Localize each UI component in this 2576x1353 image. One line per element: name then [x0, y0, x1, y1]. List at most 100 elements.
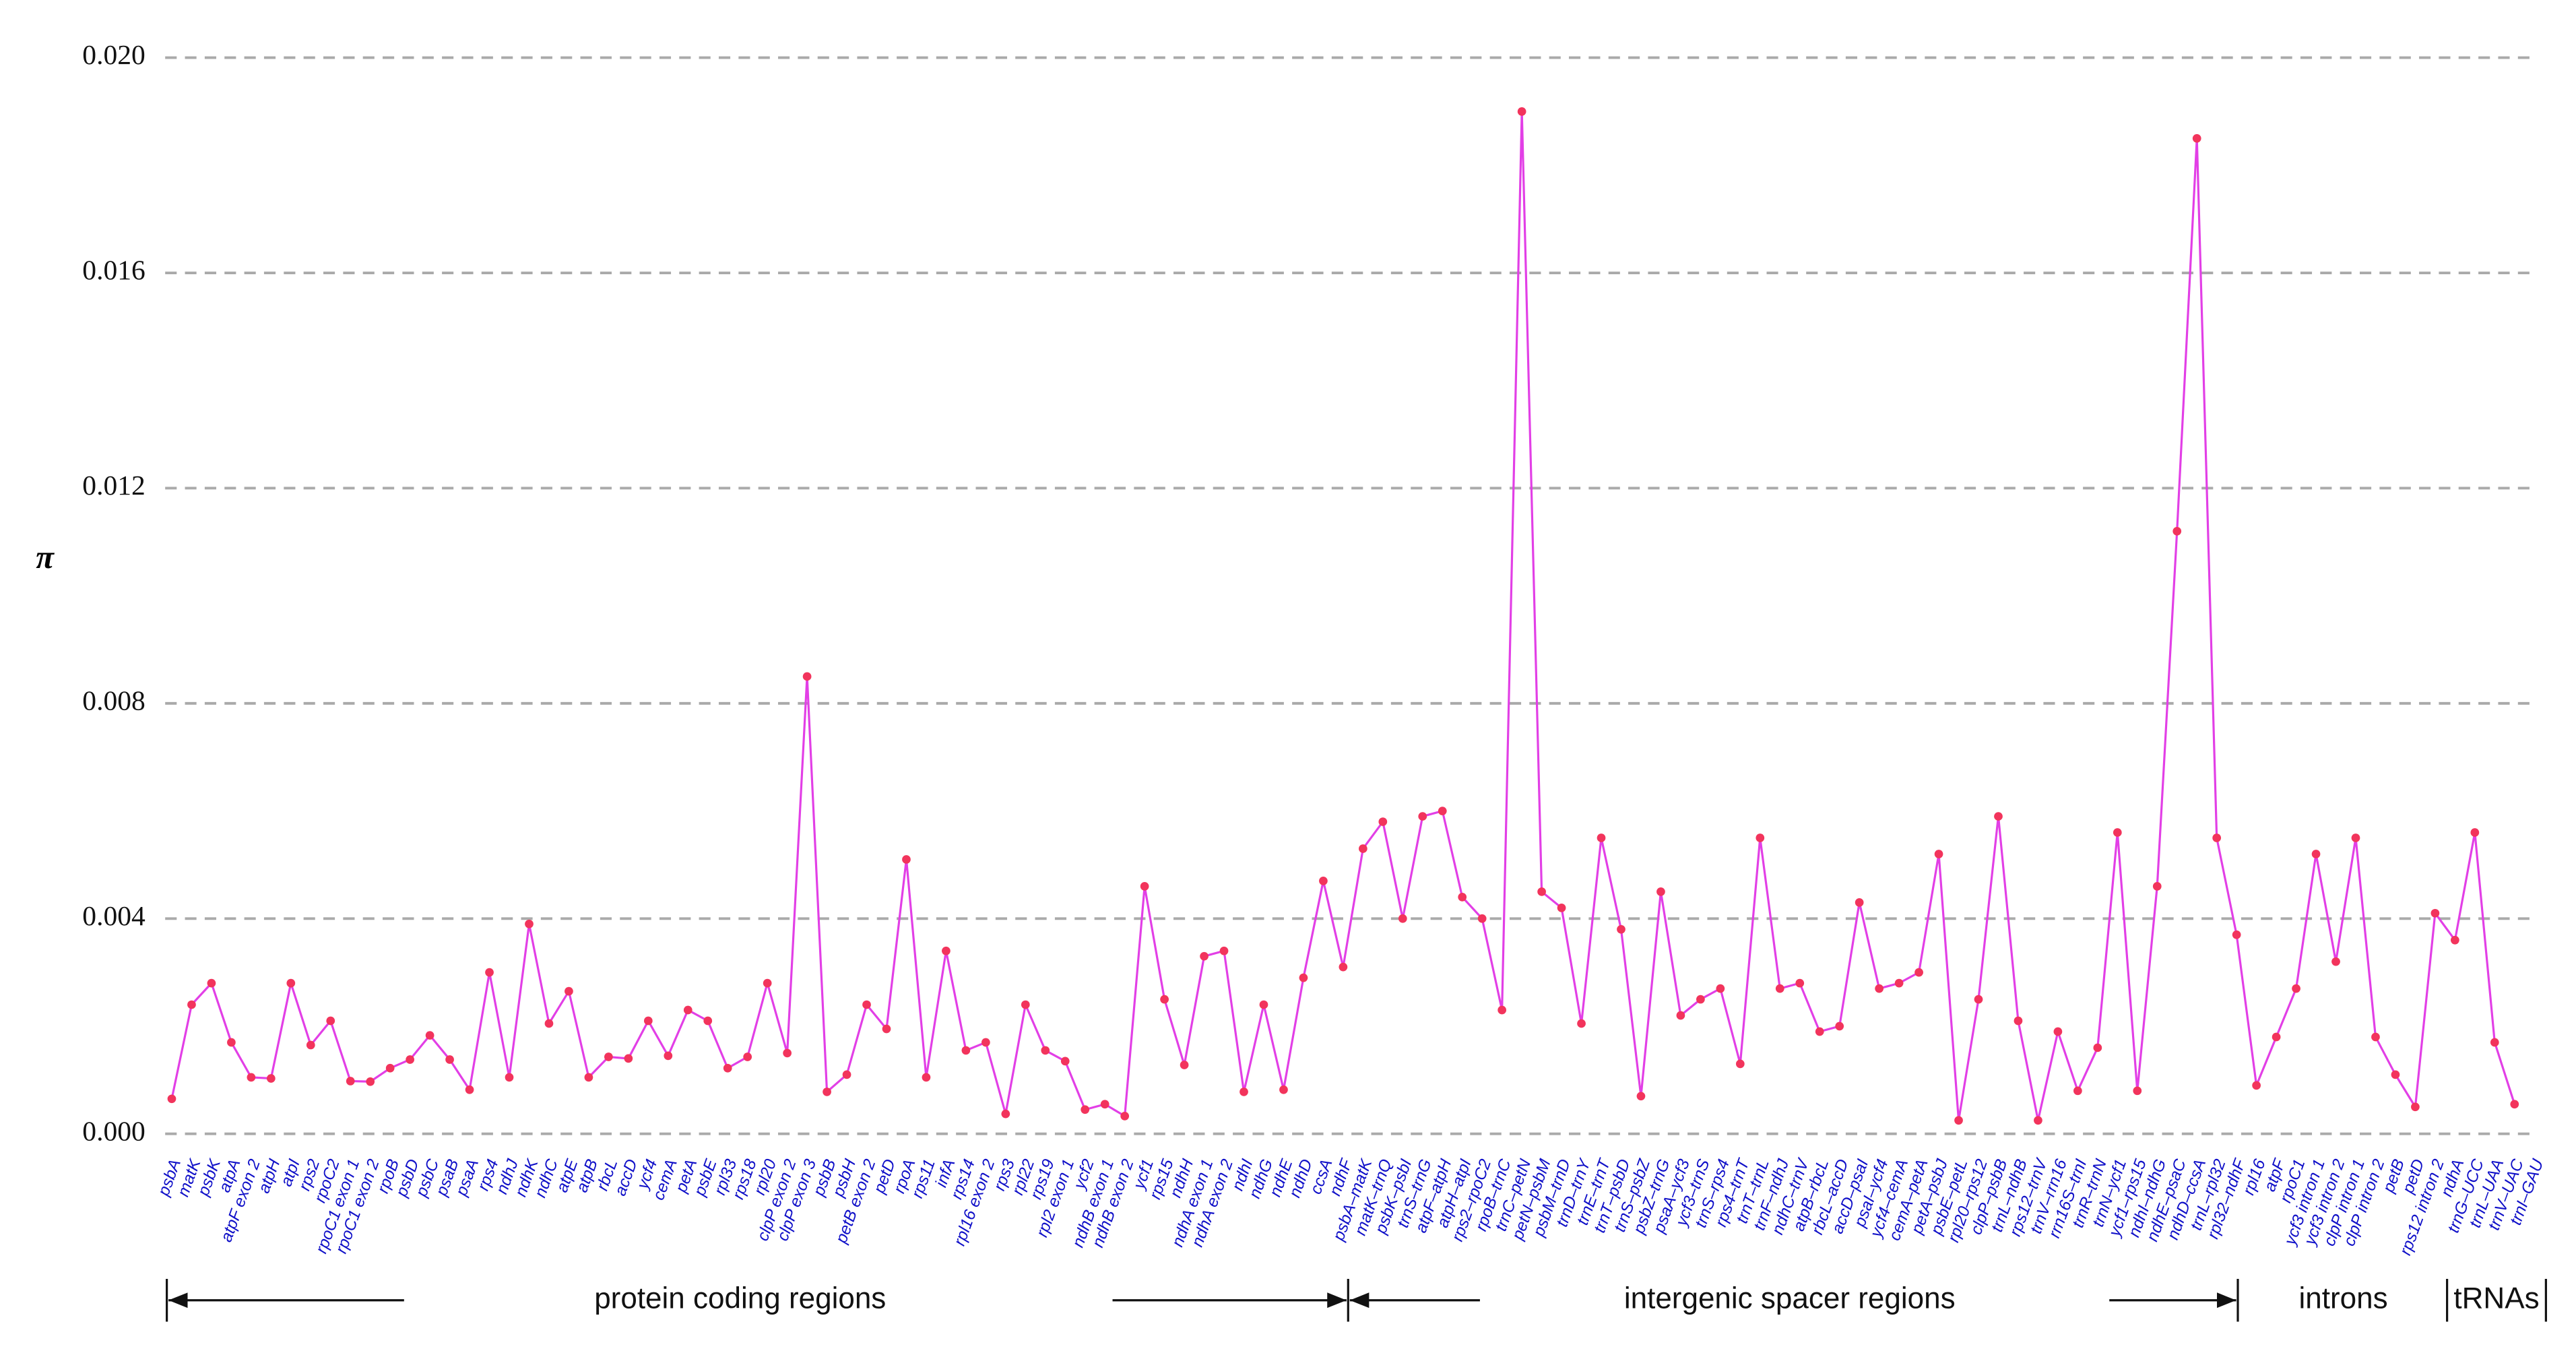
data-point [2014, 1016, 2023, 1026]
data-point [1100, 1100, 1109, 1109]
data-point [1041, 1046, 1050, 1055]
data-point [1954, 1116, 1963, 1125]
data-point [823, 1088, 831, 1096]
data-point [525, 919, 534, 929]
data-point [2073, 1086, 2082, 1096]
region-label: protein coding regions [594, 1282, 886, 1315]
data-point [2232, 930, 2241, 939]
data-point [505, 1073, 514, 1082]
data-point [664, 1051, 673, 1061]
data-point [1477, 914, 1487, 923]
data-point [2172, 526, 2182, 536]
data-point [1735, 1059, 1745, 1069]
data-point [1140, 882, 1149, 891]
data-point [187, 1000, 196, 1009]
data-point [1418, 812, 1427, 821]
data-point [1716, 984, 1725, 993]
data-point [266, 1074, 276, 1083]
data-point [1577, 1019, 1586, 1028]
data-point [703, 1016, 713, 1026]
y-axis-label: π [36, 538, 55, 575]
data-point [2470, 828, 2480, 837]
data-point [346, 1077, 355, 1085]
data-point [2311, 850, 2321, 858]
region-brackets [166, 1278, 2547, 1322]
data-point [2272, 1032, 2281, 1042]
data-point [485, 968, 494, 977]
data-point [326, 1016, 335, 1026]
data-point [167, 1094, 176, 1104]
data-point [1974, 995, 1983, 1004]
data-point [1259, 1000, 1268, 1009]
data-point [1795, 978, 1805, 988]
data-point [544, 1019, 554, 1028]
y-tick-label: 0.016 [82, 255, 146, 286]
data-point [1339, 962, 1348, 972]
data-point [1200, 951, 1209, 961]
data-point [2391, 1070, 2400, 1079]
region-label: intergenic spacer regions [1624, 1282, 1956, 1315]
data-point [2351, 833, 2360, 842]
data-point [1696, 995, 1705, 1004]
data-point [842, 1070, 851, 1079]
data-point [1835, 1021, 1844, 1031]
data-point [1894, 978, 1904, 988]
data-point [1239, 1088, 1248, 1096]
data-point [286, 978, 296, 988]
data-point [1438, 807, 1447, 815]
data-point [763, 978, 772, 988]
data-point [465, 1085, 474, 1094]
data-point [366, 1077, 375, 1086]
data-point [1001, 1109, 1010, 1119]
data-point [2093, 1043, 2102, 1052]
data-point [604, 1052, 613, 1061]
data-point [1557, 903, 1566, 912]
data-point [1498, 1005, 1507, 1015]
data-point [1636, 1092, 1646, 1101]
data-point [2331, 957, 2340, 966]
y-tick-label: 0.000 [82, 1115, 146, 1146]
data-point [1180, 1061, 1189, 1069]
data-point [1378, 817, 1388, 826]
data-point [1279, 1085, 1288, 1094]
data-point [1815, 1027, 1824, 1036]
data-point [1934, 850, 1943, 858]
data-point [1597, 833, 1606, 842]
data-point [2192, 134, 2201, 143]
data-point [445, 1055, 454, 1064]
data-point [2212, 833, 2222, 842]
data-point [227, 1038, 236, 1047]
data-point [1617, 924, 1625, 934]
data-point [2152, 882, 2162, 891]
data-point [961, 1046, 971, 1055]
y-tick-label: 0.004 [82, 900, 146, 931]
y-tick-label: 0.008 [82, 685, 146, 716]
data-point [1120, 1111, 1130, 1121]
y-tick-label: 0.020 [82, 39, 146, 70]
data-point [1319, 877, 1328, 885]
region-label: tRNAs [2453, 1282, 2539, 1315]
data-point [2371, 1032, 2380, 1042]
data-point [247, 1073, 256, 1082]
data-point [643, 1016, 653, 1026]
data-point [2133, 1086, 2142, 1096]
y-tick-label: 0.012 [82, 470, 146, 501]
data-point [1219, 946, 1229, 955]
data-point [1160, 995, 1169, 1004]
data-point [1021, 1000, 1030, 1009]
data-point [1676, 1011, 1685, 1020]
data-point [2252, 1081, 2261, 1090]
data-point [1855, 898, 1864, 907]
data-point [2034, 1116, 2042, 1125]
data-point [1994, 812, 2003, 821]
data-point [1756, 833, 1765, 842]
data-point [1656, 887, 1665, 896]
data-point [862, 1000, 871, 1009]
data-point [1081, 1105, 1090, 1114]
data-point [1458, 892, 1467, 902]
data-point [783, 1048, 792, 1058]
data-point [1398, 914, 1407, 923]
data-point [584, 1073, 593, 1082]
